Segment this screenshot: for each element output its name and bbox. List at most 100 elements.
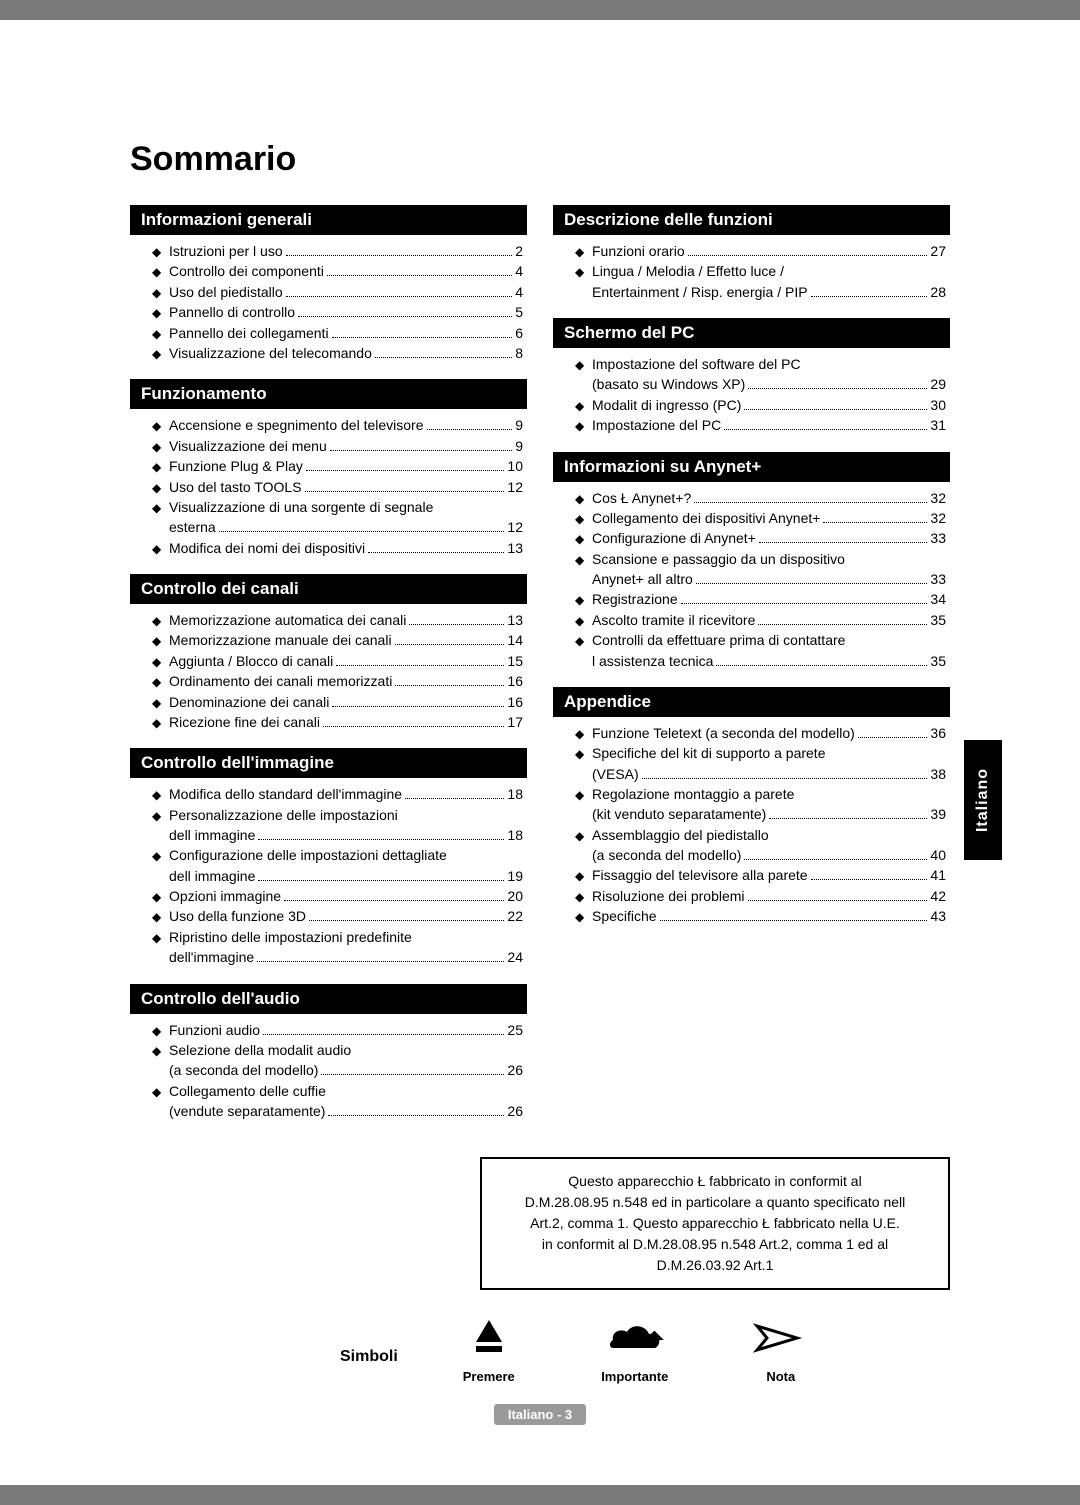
- toc-page-number: 40: [930, 845, 950, 865]
- leader-dots: [284, 889, 504, 902]
- toc-entry: (a seconda del modello)40: [553, 845, 950, 865]
- toc-text: Risoluzione dei problemi: [592, 886, 745, 906]
- toc-page-number: 38: [930, 764, 950, 784]
- toc-text: Lingua / Melodia / Effetto luce /: [592, 261, 784, 281]
- notice-line: Questo apparecchio Ł fabbricato in confo…: [510, 1171, 920, 1192]
- toc-text: Funzioni orario: [592, 241, 685, 261]
- toc-page-number: 26: [507, 1060, 527, 1080]
- leader-dots: [258, 828, 504, 841]
- toc-entry: ◆Modalit di ingresso (PC)30: [553, 395, 950, 415]
- section-header: Funzionamento: [130, 379, 527, 409]
- toc-page-number: 12: [507, 517, 527, 537]
- toc-entry: ◆Visualizzazione di una sorgente di segn…: [130, 497, 527, 517]
- toc-entry: Entertainment / Risp. energia / PIP28: [553, 282, 950, 302]
- bullet-diamond-icon: ◆: [152, 346, 166, 363]
- leader-dots: [336, 653, 504, 666]
- toc-page-number: 5: [515, 302, 527, 322]
- bullet-diamond-icon: ◆: [575, 418, 589, 435]
- toc-text: Fissaggio del televisore alla parete: [592, 865, 808, 885]
- leader-dots: [375, 345, 512, 358]
- toc-entry: (kit venduto separatamente)39: [553, 804, 950, 824]
- section-items: ◆Istruzioni per l uso2◆Controllo dei com…: [130, 235, 527, 377]
- leader-dots: [332, 325, 513, 338]
- bullet-diamond-icon: ◆: [152, 480, 166, 497]
- page: Sommario Informazioni generali ◆Istruzion…: [0, 20, 1080, 1485]
- bullet-diamond-icon: ◆: [575, 868, 589, 885]
- bullet-diamond-icon: ◆: [152, 633, 166, 650]
- toc-page-number: 39: [930, 804, 950, 824]
- toc-page-number: 33: [930, 569, 950, 589]
- toc-page-number: 35: [930, 651, 950, 671]
- bullet-diamond-icon: ◆: [152, 285, 166, 302]
- toc-text: Impostazione del software del PC: [592, 354, 801, 374]
- toc-page-number: 35: [930, 610, 950, 630]
- toc-page-number: 42: [930, 886, 950, 906]
- toc-entry: ◆Modifica dello standard dell'immagine18: [130, 784, 527, 804]
- symbols-label: Simboli: [340, 1348, 398, 1384]
- toc-entry: l assistenza tecnica35: [553, 651, 950, 671]
- toc-text: Specifiche: [592, 906, 657, 926]
- toc-page-number: 16: [507, 671, 527, 691]
- toc-page-number: 43: [930, 906, 950, 926]
- section-header: Informazioni generali: [130, 205, 527, 235]
- leader-dots: [286, 284, 513, 297]
- toc-text: Uso del tasto TOOLS: [169, 477, 302, 497]
- section-items: ◆Cos Ł Anynet+?32◆Collegamento dei dispo…: [553, 482, 950, 685]
- bullet-diamond-icon: ◆: [152, 264, 166, 281]
- toc-entry: (basato su Windows XP)29: [553, 374, 950, 394]
- toc-page-number: 28: [930, 282, 950, 302]
- note-icon: [753, 1318, 809, 1363]
- toc-entry: ◆Memorizzazione manuale dei canali14: [130, 630, 527, 650]
- toc-entry: (VESA)38: [553, 764, 950, 784]
- bullet-diamond-icon: ◆: [152, 654, 166, 671]
- toc-page-number: 17: [507, 712, 527, 732]
- toc-entry: ◆Fissaggio del televisore alla parete41: [553, 865, 950, 885]
- toc-text: dell immagine: [169, 825, 255, 845]
- leader-dots: [323, 714, 504, 727]
- bullet-diamond-icon: ◆: [575, 531, 589, 548]
- leader-dots: [309, 909, 504, 922]
- toc-entry: ◆Specifiche43: [553, 906, 950, 926]
- toc-page-number: 16: [507, 692, 527, 712]
- toc-page-number: 8: [515, 343, 527, 363]
- section-header: Appendice: [553, 687, 950, 717]
- section-items: ◆ Accensione e spegnimento del televisore…: [130, 409, 527, 572]
- toc-entry: ◆Assemblaggio del piedistallo: [553, 825, 950, 845]
- toc-entry: ◆Configurazione di Anynet+33: [553, 528, 950, 548]
- bullet-diamond-icon: ◆: [152, 326, 166, 343]
- bullet-diamond-icon: ◆: [575, 633, 589, 650]
- toc-entry: ◆Istruzioni per l uso2: [130, 241, 527, 261]
- toc-text: Opzioni immagine: [169, 886, 281, 906]
- leader-dots: [744, 847, 927, 860]
- toc-text: Registrazione: [592, 589, 678, 609]
- leader-dots: [286, 243, 513, 256]
- toc-page-number: 2: [515, 241, 527, 261]
- left-column: Informazioni generali ◆Istruzioni per l u…: [130, 203, 527, 1135]
- leader-dots: [811, 868, 928, 881]
- bullet-diamond-icon: ◆: [152, 459, 166, 476]
- page-title: Sommario: [130, 140, 950, 179]
- toc-text: Anynet+ all altro: [592, 569, 693, 589]
- leader-dots: [368, 540, 504, 553]
- toc-text: Accensione e spegnimento del televisore: [169, 415, 424, 435]
- leader-dots: [744, 397, 927, 410]
- leader-dots: [219, 520, 505, 533]
- toc-page-number: 32: [930, 508, 950, 528]
- toc-entry: esterna12: [130, 517, 527, 537]
- bullet-diamond-icon: ◆: [575, 746, 589, 763]
- toc-entry: ◆Funzioni audio25: [130, 1020, 527, 1040]
- toc-entry: ◆Impostazione del PC31: [553, 415, 950, 435]
- symbol-label: Premere: [463, 1369, 515, 1384]
- toc-text: Configurazione di Anynet+: [592, 528, 756, 548]
- toc-entry: dell immagine 19: [130, 866, 527, 886]
- symbols-container: PremereImportanteNota: [434, 1318, 836, 1384]
- toc-entry: ◆Risoluzione dei problemi42: [553, 886, 950, 906]
- toc-entry: ◆Configurazione delle impostazioni detta…: [130, 845, 527, 865]
- leader-dots: [748, 377, 927, 390]
- toc-text: Visualizzazione di una sorgente di segna…: [169, 497, 433, 517]
- toc-page-number: 19: [507, 866, 527, 886]
- toc-page-number: 4: [515, 261, 527, 281]
- leader-dots: [305, 479, 505, 492]
- toc-text: dell immagine: [169, 866, 255, 886]
- toc-text: Selezione della modalit audio: [169, 1040, 351, 1060]
